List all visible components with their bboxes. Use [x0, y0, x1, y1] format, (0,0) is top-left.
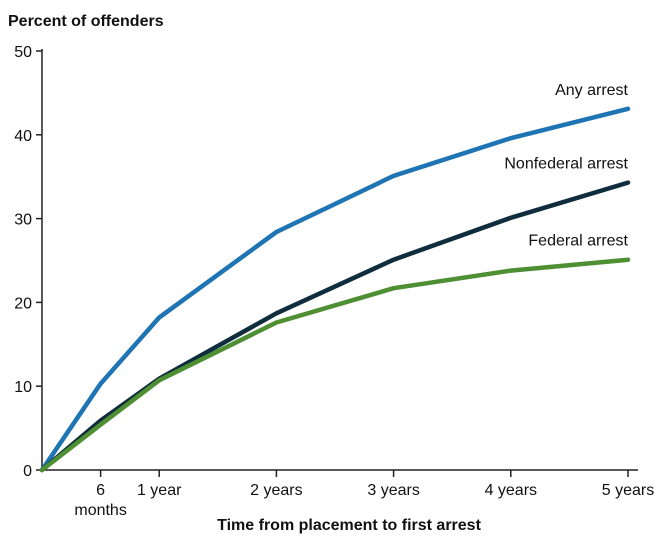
- x-tick-label: 1 year: [137, 482, 182, 499]
- series-line-federal-arrest: [39, 257, 631, 473]
- series-lines: [39, 106, 631, 473]
- series-label: Nonfederal arrest: [504, 156, 628, 173]
- y-axis: 0 10 20 30 40 50: [14, 44, 43, 480]
- series-line-any-arrest: [39, 106, 631, 473]
- x-tick-label-line2: months: [74, 502, 126, 519]
- x-tick-label: 5 years: [602, 482, 654, 499]
- series-label: Federal arrest: [528, 233, 628, 250]
- y-axis-title: Percent of offenders: [8, 13, 164, 30]
- y-tick-label: 10: [14, 379, 32, 396]
- x-tick-label: 4 years: [485, 482, 537, 499]
- y-tick-label: 0: [23, 463, 32, 480]
- x-tick-label: 2 years: [250, 482, 302, 499]
- y-tick-label: 50: [14, 44, 32, 61]
- y-tick-label: 30: [14, 212, 32, 229]
- y-tick-label: 20: [14, 295, 32, 312]
- x-axis-title: Time from placement to first arrest: [217, 517, 481, 534]
- x-tick-label: 6: [96, 482, 105, 499]
- series-line-nonfederal-arrest: [39, 180, 631, 473]
- y-tick-label: 40: [14, 128, 32, 145]
- series-labels: Any arrest Nonfederal arrest Federal arres…: [504, 82, 628, 250]
- x-axis: 6 months 1 year 2 years 3 years 4 years 5 year…: [42, 469, 654, 519]
- series-label: Any arrest: [555, 82, 628, 99]
- x-tick-label: 3 years: [367, 482, 419, 499]
